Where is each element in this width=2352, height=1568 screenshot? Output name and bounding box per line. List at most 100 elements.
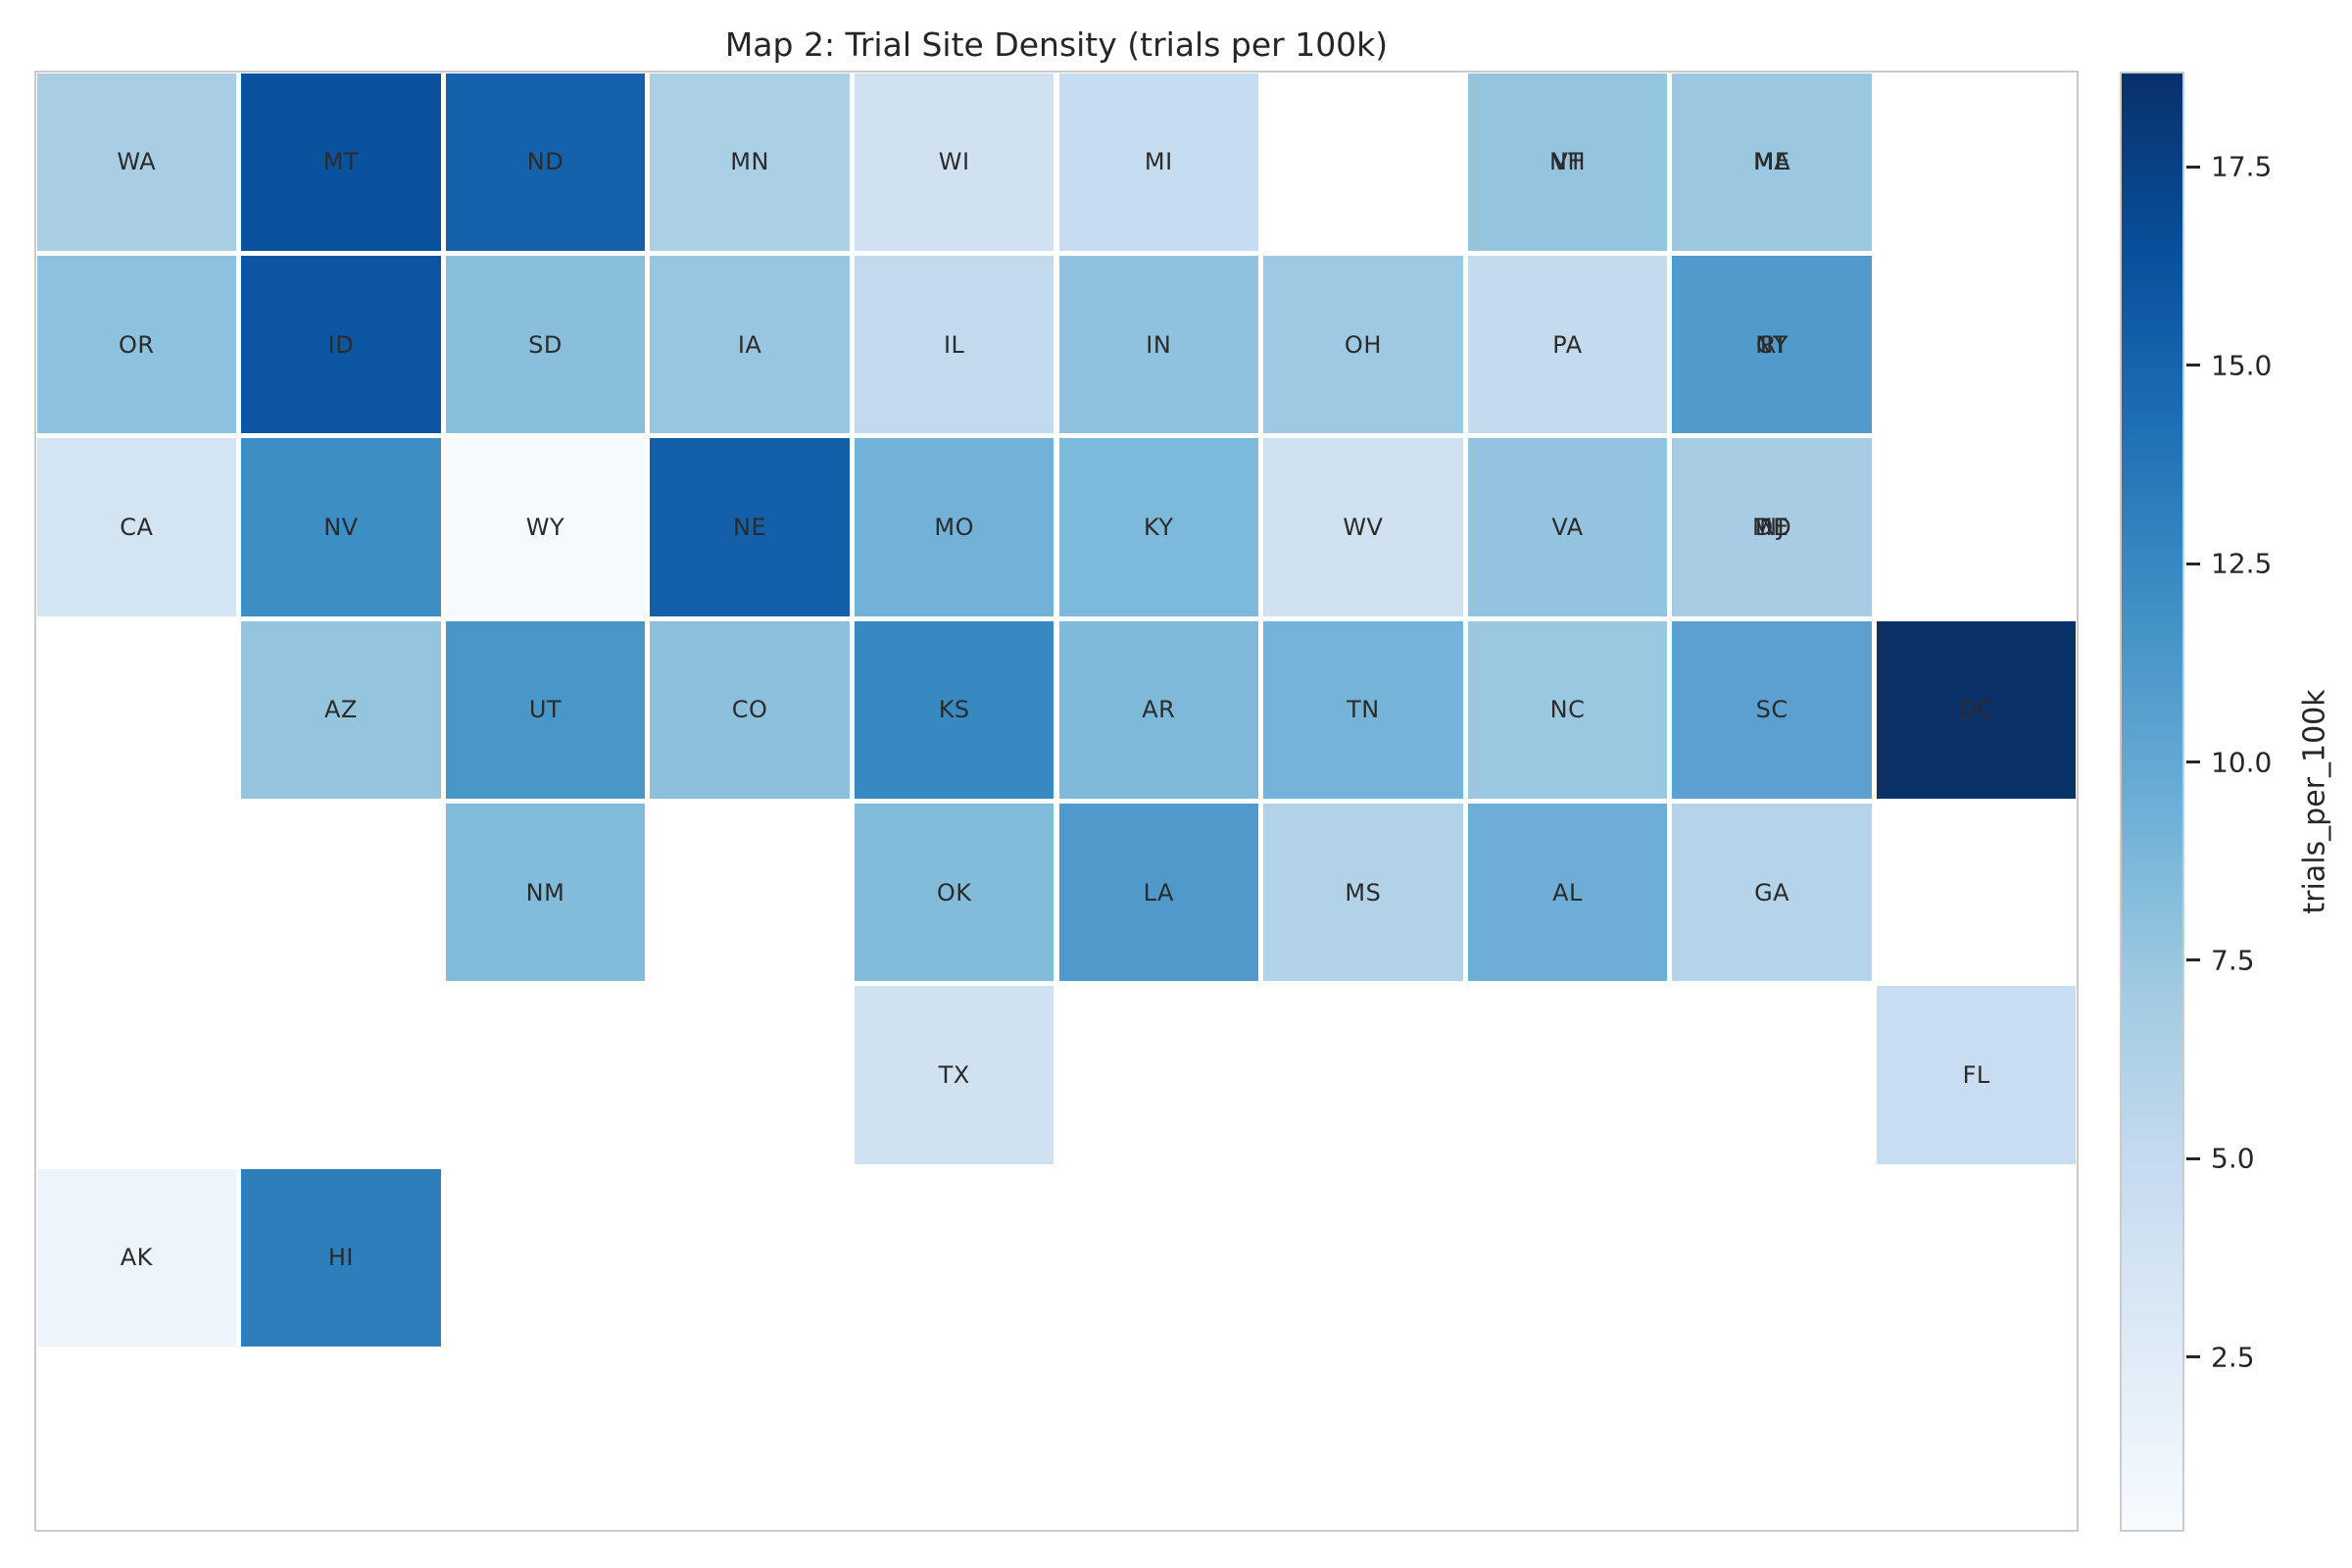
- state-cell-UT: UT: [445, 620, 646, 799]
- state-cell-VA: VA: [1467, 438, 1668, 616]
- colorbar-tick-mark: [2186, 1156, 2200, 1160]
- colorbar-tick-label: 15.0: [2211, 349, 2273, 382]
- state-label-NV: NV: [323, 513, 359, 541]
- state-cell-WI: WI: [854, 73, 1054, 251]
- colorbar-tick-mark: [2186, 958, 2200, 962]
- state-cell-TX: TX: [854, 986, 1054, 1164]
- state-label-UT: UT: [528, 696, 563, 724]
- state-cell-OK: OK: [854, 804, 1054, 982]
- state-label-WI: WI: [938, 148, 970, 176]
- state-label-SD: SD: [528, 330, 563, 359]
- state-cell-KS: KS: [854, 620, 1054, 799]
- state-label-NE: NE: [733, 513, 767, 541]
- state-label-ME: ME: [1753, 148, 1790, 176]
- colorbar-tick-label: 10.0: [2211, 746, 2273, 778]
- state-label-VT: VT: [1551, 148, 1584, 176]
- state-cell-AK: AK: [36, 1168, 237, 1348]
- state-label-CA: CA: [120, 513, 154, 541]
- colorbar-tick-mark: [2186, 562, 2200, 565]
- state-cell-NY-RI-CT: NY RI CT: [1672, 255, 1872, 434]
- state-label-RI: RI: [1759, 330, 1785, 359]
- state-cell-IN: IN: [1058, 255, 1259, 434]
- colorbar-tick-mark: [2186, 1355, 2200, 1359]
- state-label-AZ: AZ: [323, 696, 358, 724]
- state-label-NM: NM: [525, 878, 565, 906]
- state-label-KS: KS: [938, 696, 970, 724]
- state-label-AL: AL: [1552, 878, 1583, 906]
- state-cell-SD: SD: [445, 255, 646, 434]
- colorbar-tick-label: 12.5: [2211, 547, 2273, 580]
- state-label-OK: OK: [936, 878, 972, 906]
- state-cell-AR: AR: [1058, 620, 1259, 799]
- state-cell-NH-VT: NH VT: [1467, 73, 1668, 251]
- state-cell-IA: IA: [650, 255, 850, 434]
- state-label-MT: MT: [322, 148, 360, 176]
- state-label-NC: NC: [1549, 696, 1586, 724]
- state-cell-NM: NM: [445, 804, 646, 982]
- state-label-MD: MD: [1752, 513, 1792, 541]
- state-label-TX: TX: [938, 1061, 970, 1090]
- state-label-PA: PA: [1552, 330, 1583, 359]
- state-label-NY: NY: [1755, 330, 1788, 359]
- state-cell-NC: NC: [1467, 620, 1668, 799]
- state-label-VA: VA: [1551, 513, 1584, 541]
- state-cell-NE: NE: [650, 438, 850, 616]
- state-label-IA: IA: [737, 330, 762, 359]
- state-cell-MN: MN: [650, 73, 850, 251]
- state-label-WY: WY: [525, 513, 565, 541]
- colorbar-gradient: [2120, 72, 2184, 1532]
- tile-grid-map: WA MT ND MN WI MI NH VT ME MA OR ID SD IA IL IN OH PA NY RI…: [34, 71, 2079, 1532]
- state-label-TN: TN: [1347, 696, 1380, 724]
- state-label-MS: MS: [1345, 878, 1382, 906]
- state-cell-ND: ND: [445, 73, 646, 251]
- colorbar-tick-label: 5.0: [2211, 1142, 2255, 1175]
- colorbar-tick-label: 2.5: [2211, 1341, 2255, 1374]
- state-cell-WA: WA: [36, 73, 237, 251]
- state-cell-MD-DE-NJ: MD DE NJ: [1672, 438, 1872, 616]
- state-cell-GA: GA: [1672, 804, 1872, 982]
- state-label-LA: LA: [1143, 878, 1174, 906]
- state-label-OR: OR: [119, 330, 155, 359]
- state-label-NH: NH: [1548, 148, 1586, 176]
- colorbar-tick-label: 17.5: [2211, 150, 2273, 183]
- state-cell-NV: NV: [241, 438, 441, 616]
- colorbar-tick-mark: [2186, 760, 2200, 763]
- state-label-OH: OH: [1344, 330, 1382, 359]
- state-label-CT: CT: [1755, 330, 1788, 359]
- state-cell-SC: SC: [1672, 620, 1872, 799]
- state-cell-LA: LA: [1058, 804, 1259, 982]
- state-cell-CA: CA: [36, 438, 237, 616]
- state-label-ID: ID: [327, 330, 355, 359]
- state-label-SC: SC: [1755, 696, 1788, 724]
- state-cell-AL: AL: [1467, 804, 1668, 982]
- state-cell-TN: TN: [1263, 620, 1463, 799]
- colorbar-tick-label: 7.5: [2211, 944, 2255, 977]
- state-label-MA: MA: [1753, 148, 1791, 176]
- state-label-AK: AK: [120, 1244, 153, 1272]
- state-cell-MS: MS: [1263, 804, 1463, 982]
- state-cell-PA: PA: [1467, 255, 1668, 434]
- state-label-ND: ND: [526, 148, 564, 176]
- state-cell-WY: WY: [445, 438, 646, 616]
- state-cell-MO: MO: [854, 438, 1054, 616]
- state-label-DC: DC: [1958, 696, 1994, 724]
- state-cell-IL: IL: [854, 255, 1054, 434]
- state-label-AR: AR: [1142, 696, 1176, 724]
- state-label-DE: DE: [1754, 513, 1789, 541]
- state-cell-ID: ID: [241, 255, 441, 434]
- state-cell-KY: KY: [1058, 438, 1259, 616]
- state-label-MN: MN: [730, 148, 769, 176]
- state-cell-OH: OH: [1263, 255, 1463, 434]
- state-cell-AZ: AZ: [241, 620, 441, 799]
- state-label-WA: WA: [117, 148, 157, 176]
- state-label-GA: GA: [1754, 878, 1790, 906]
- state-label-IN: IN: [1146, 330, 1172, 359]
- state-label-WV: WV: [1343, 513, 1384, 541]
- state-cell-MT: MT: [241, 73, 441, 251]
- state-label-IL: IL: [943, 330, 965, 359]
- state-label-MI: MI: [1144, 148, 1173, 176]
- state-label-NJ: NJ: [1759, 513, 1786, 541]
- state-cell-DC: DC: [1876, 620, 2077, 799]
- state-cell-HI: HI: [241, 1168, 441, 1348]
